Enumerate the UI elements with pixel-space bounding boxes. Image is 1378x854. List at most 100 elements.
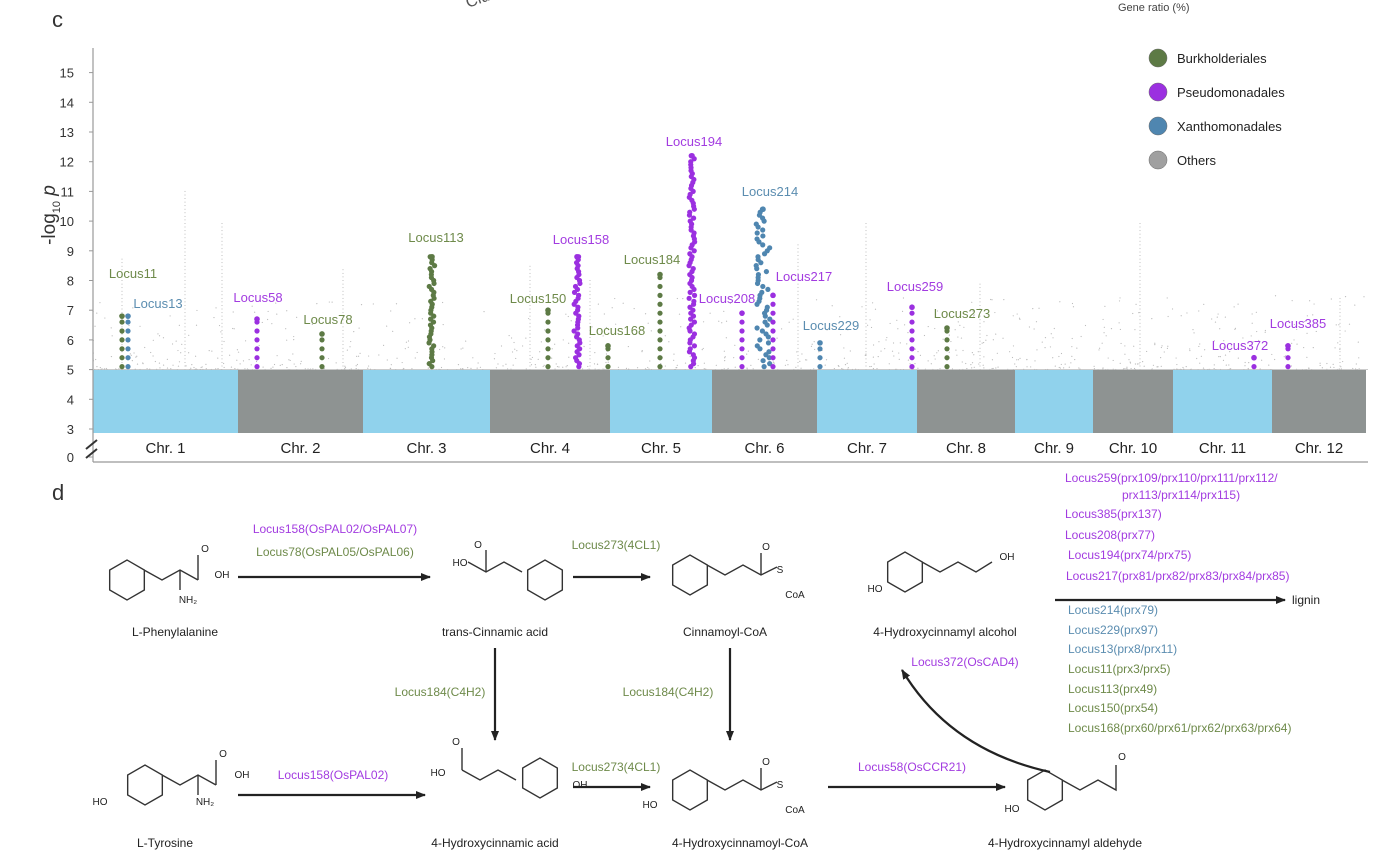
others-point <box>1124 353 1126 355</box>
others-point <box>1167 345 1169 347</box>
others-point <box>529 358 531 360</box>
others-point <box>676 364 678 366</box>
others-point <box>1134 329 1136 331</box>
others-point <box>797 326 799 328</box>
others-point <box>288 359 290 361</box>
locus-label: Locus13 <box>133 296 182 311</box>
locus-label: Locus158 <box>553 232 609 247</box>
chromosome-band <box>917 369 1015 433</box>
others-point <box>237 351 240 353</box>
others-point <box>342 344 344 346</box>
others-point <box>725 337 727 339</box>
benzene-ring <box>886 551 924 593</box>
others-point <box>529 272 531 274</box>
cropped-text-left: Clu <box>464 0 492 12</box>
others-point <box>1358 357 1360 359</box>
locus-point <box>755 271 762 278</box>
others-point <box>1261 359 1263 361</box>
others-point <box>101 368 103 370</box>
others-point <box>368 355 370 357</box>
others-point <box>865 247 867 249</box>
bond <box>143 569 199 581</box>
others-point <box>285 328 287 330</box>
others-point <box>797 333 799 335</box>
others-point <box>529 351 531 353</box>
others-point <box>342 308 344 310</box>
others-point <box>1112 359 1114 362</box>
others-point <box>1357 341 1359 343</box>
others-point <box>1146 350 1148 353</box>
others-point <box>797 337 799 339</box>
others-point <box>1011 356 1014 359</box>
others-point <box>992 367 994 370</box>
others-point <box>166 367 169 369</box>
others-point <box>1016 359 1018 361</box>
others-point <box>973 315 975 317</box>
others-point <box>1229 351 1231 353</box>
others-point <box>211 350 213 352</box>
others-point <box>979 337 981 339</box>
others-point <box>529 329 531 331</box>
others-point <box>554 343 556 345</box>
others-point <box>121 333 123 335</box>
others-point <box>573 334 576 336</box>
chromosome-band <box>610 369 712 433</box>
others-point <box>221 340 223 342</box>
locus-peak-point <box>574 253 580 260</box>
others-point <box>865 262 867 264</box>
others-point <box>353 331 355 333</box>
others-point <box>1132 312 1134 315</box>
others-point <box>1044 347 1046 349</box>
others-point <box>966 367 968 370</box>
others-point <box>470 367 472 369</box>
others-point <box>493 358 496 360</box>
locus-point <box>125 319 131 325</box>
others-point <box>587 365 589 368</box>
enzyme-label: Locus273(4CL1) <box>572 760 661 774</box>
locus-point <box>754 325 760 331</box>
others-point <box>551 348 553 350</box>
others-point <box>1072 306 1075 308</box>
others-point <box>865 287 867 289</box>
others-point <box>184 240 186 242</box>
chromosome-band <box>1173 369 1272 433</box>
locus-peak-point <box>739 310 745 316</box>
others-point <box>1139 226 1141 228</box>
others-point <box>1339 308 1341 310</box>
others-point <box>979 319 981 321</box>
chromosome-label: Chr. 10 <box>1109 440 1157 457</box>
others-point <box>1339 347 1341 349</box>
others-point <box>121 283 123 285</box>
others-point <box>239 363 241 365</box>
others-point <box>512 364 514 366</box>
others-point <box>1248 362 1250 364</box>
others-point <box>221 269 223 271</box>
others-point <box>917 367 919 369</box>
others-point <box>551 357 553 359</box>
others-point <box>650 330 652 332</box>
others-point <box>1234 327 1237 329</box>
others-point <box>531 356 534 359</box>
y-tick-label: 13 <box>60 125 74 140</box>
others-point <box>184 226 186 228</box>
others-point <box>1036 349 1038 351</box>
others-point <box>1185 366 1187 368</box>
others-point <box>184 308 186 310</box>
others-point <box>897 328 899 330</box>
peroxidase-label: Locus259(prx109/prx110/prx111/prx112/ <box>1065 471 1278 485</box>
others-point <box>404 348 406 350</box>
locus-point <box>657 328 663 334</box>
locus-point <box>657 337 663 343</box>
others-point <box>342 290 344 292</box>
others-point <box>1126 366 1128 368</box>
others-point <box>981 342 983 344</box>
atom-label: NH₂ <box>196 797 214 808</box>
others-point <box>982 364 984 366</box>
chromosome-band <box>93 369 238 433</box>
others-point <box>1339 340 1341 342</box>
locus-point <box>754 230 760 236</box>
others-point <box>680 326 682 328</box>
others-point <box>1180 315 1182 317</box>
locus-point <box>125 346 131 352</box>
others-point <box>184 304 186 306</box>
